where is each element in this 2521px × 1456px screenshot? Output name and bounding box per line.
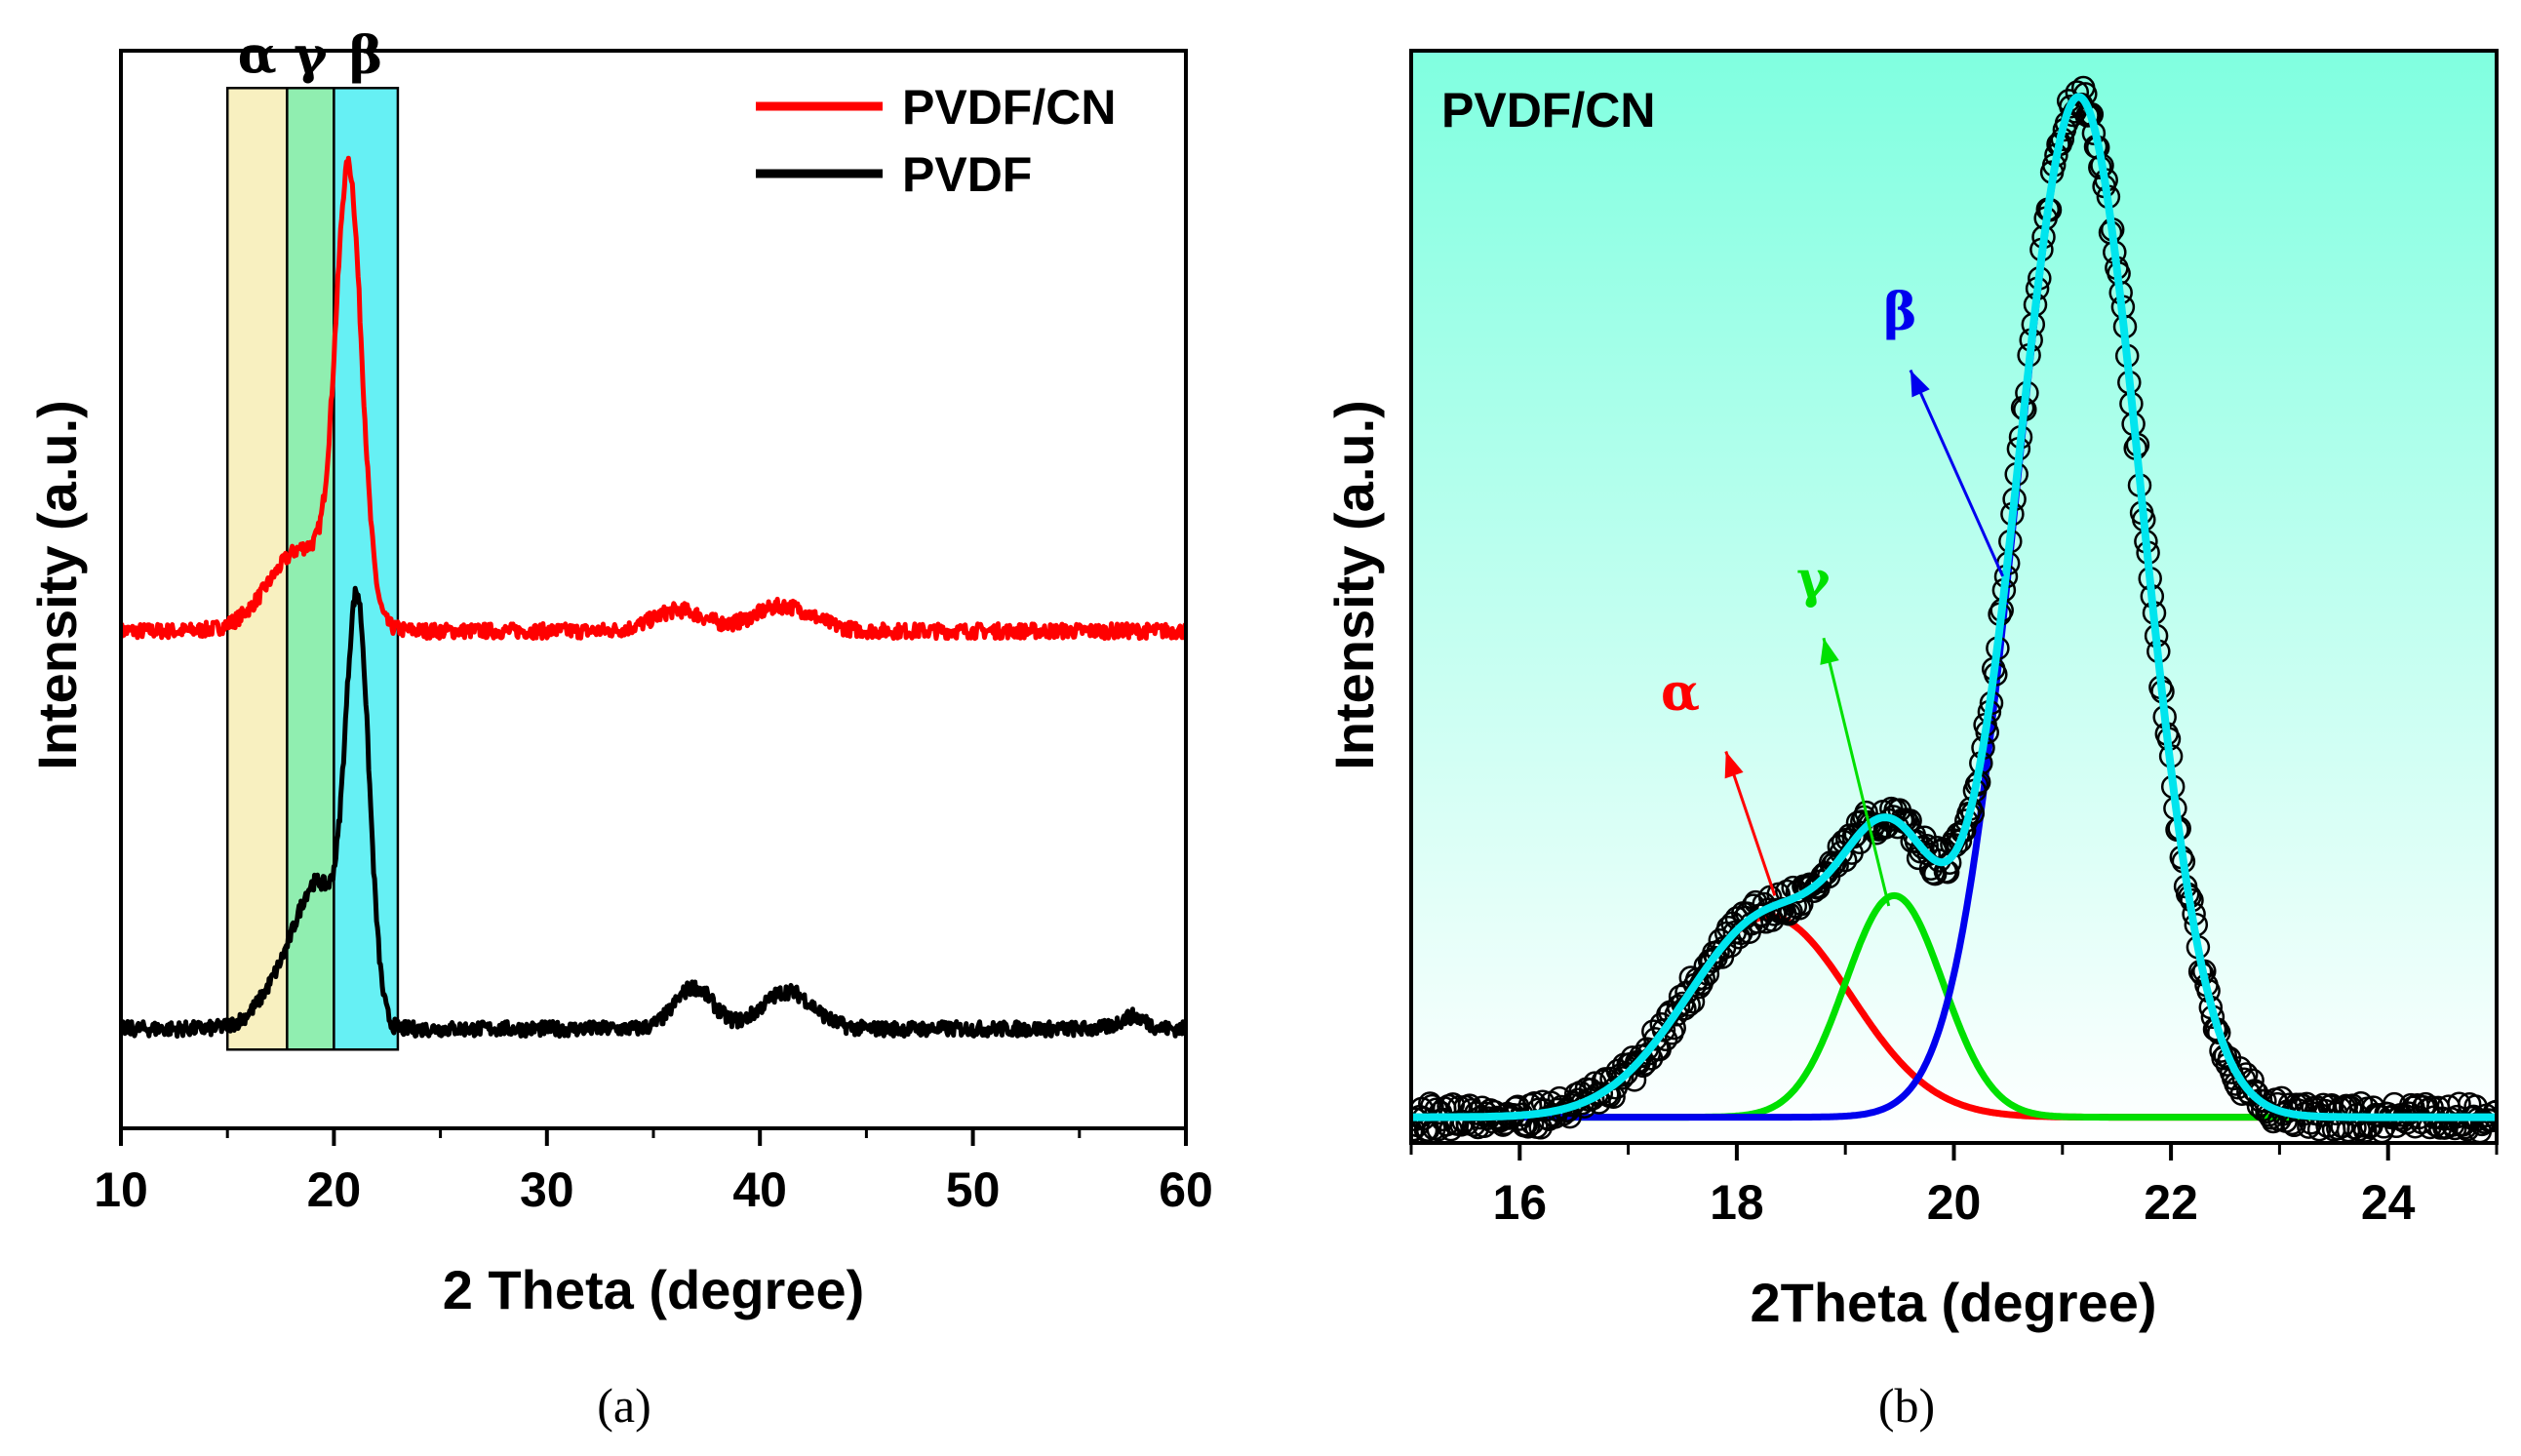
annotation-arrow-0: [1724, 751, 1777, 896]
y-axis-title-b: Intensity (a.u.): [1323, 400, 1385, 770]
caption-b: (b): [1878, 1378, 1935, 1433]
annotation-label-0: α: [1661, 663, 1700, 723]
phase-band-2: [333, 87, 400, 1051]
x-tick-label-a-3: 40: [732, 1162, 787, 1217]
legend-a: PVDF/CN PVDF: [756, 80, 1116, 202]
phase-band-label-2: β: [349, 25, 383, 85]
fit-curve-line: [1411, 93, 2497, 1122]
x-axis-ticks-a: 10 20 30 40 50 60: [94, 1128, 1213, 1217]
annotation-arrow-1: [1822, 637, 1891, 907]
panel-b: α γ β 16 18 20 22 24 PVDF/CN 2Theta (degree) I…: [1323, 49, 2499, 1433]
series-line-0: [121, 155, 1186, 642]
x-tick-label-a-2: 30: [520, 1162, 574, 1217]
annotation-label-1: γ: [1796, 550, 1831, 610]
observed-point: [2065, 80, 2090, 104]
annotation-arrowhead-2: [1910, 370, 1930, 398]
legend-label-pvdf: PVDF: [902, 147, 1032, 202]
annotation-arrowhead-1: [1820, 638, 1839, 665]
y-axis-title-a: Intensity (a.u.): [26, 400, 88, 770]
x-tick-label-b-4: 24: [2361, 1175, 2416, 1230]
phase-band-label-0: α: [238, 25, 277, 85]
phase-band-label-1: γ: [294, 25, 328, 85]
observed-point: [1609, 1066, 1635, 1090]
x-tick-label-b-1: 18: [1710, 1175, 1764, 1230]
x-axis-title-a: 2 Theta (degree): [443, 1259, 865, 1320]
annotation-arrowhead-0: [1724, 751, 1744, 779]
x-tick-label-a-1: 20: [307, 1162, 362, 1217]
x-tick-label-b-0: 16: [1492, 1175, 1547, 1230]
panel-title-b: PVDF/CN: [1441, 83, 1655, 138]
series-line-1: [121, 585, 1186, 1040]
phase-band-1: [286, 87, 335, 1051]
phase-bands: [225, 87, 400, 1051]
x-tick-label-a-5: 60: [1159, 1162, 1213, 1217]
xrd-series: [121, 155, 1186, 1040]
x-tick-label-a-0: 10: [94, 1162, 148, 1217]
x-axis-title-b: 2Theta (degree): [1751, 1272, 2157, 1333]
caption-a: (a): [597, 1378, 651, 1433]
fit-plot: [1411, 75, 2497, 1143]
x-tick-label-b-3: 22: [2144, 1175, 2198, 1230]
component-annotations: α γ β: [1661, 282, 2004, 907]
observed-point: [2484, 1099, 2497, 1124]
x-tick-label-a-4: 50: [946, 1162, 1001, 1217]
annotation-arrow-2: [1909, 369, 2004, 577]
x-axis-ticks-b: 16 18 20 22 24: [1409, 1143, 2499, 1230]
observed-point: [1643, 1027, 1668, 1051]
annotation-label-2: β: [1883, 282, 1917, 341]
fit-curve: [1411, 93, 2497, 1122]
x-tick-label-b-2: 20: [1927, 1175, 1982, 1230]
legend-label-pvdf-cn: PVDF/CN: [902, 80, 1116, 135]
observed-point: [1411, 1120, 1424, 1143]
